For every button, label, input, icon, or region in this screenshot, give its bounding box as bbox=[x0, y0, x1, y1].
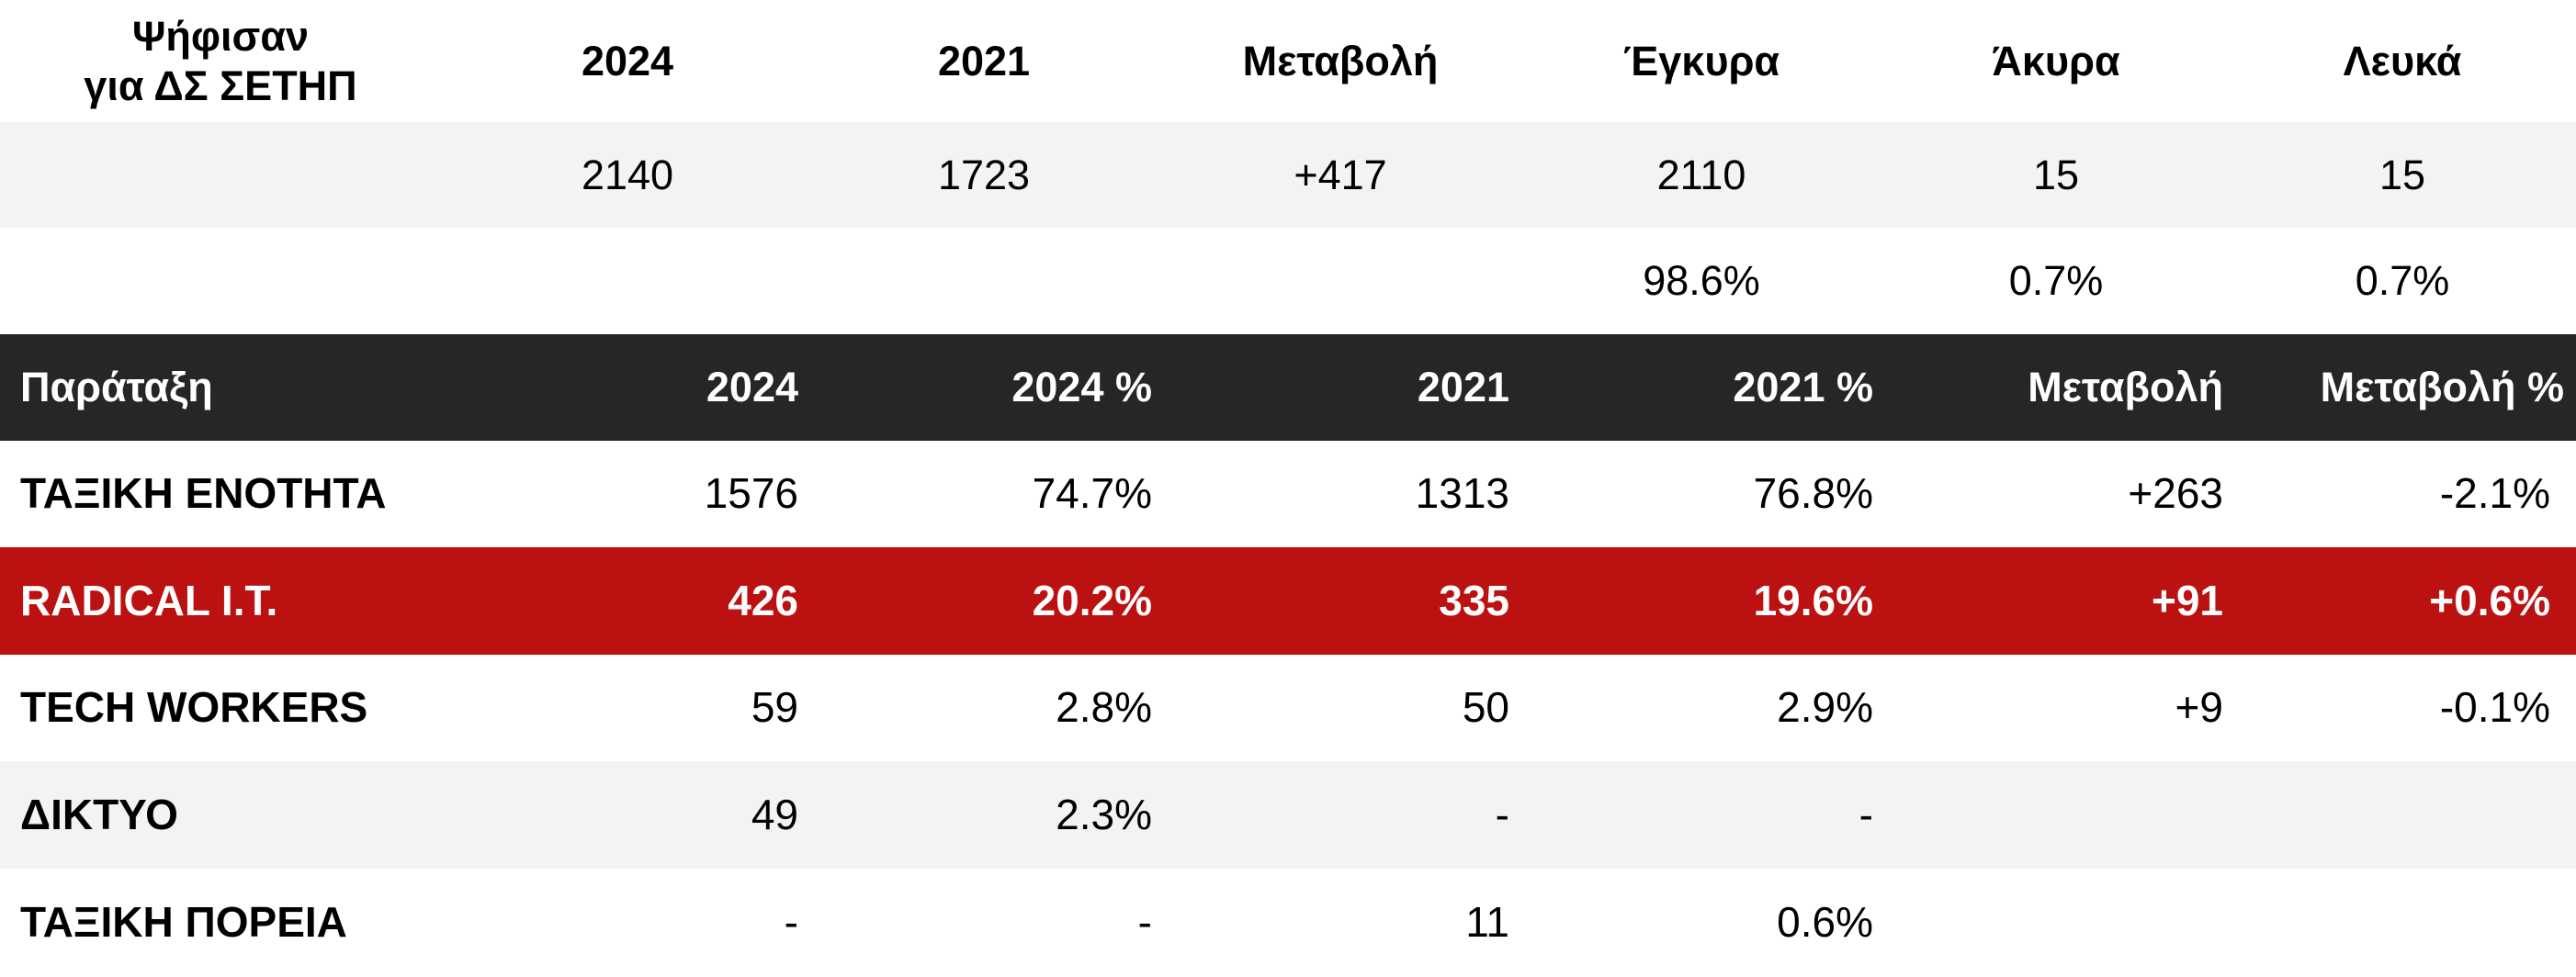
table-row: TECH WORKERS 59 2.8% 50 2.9% +9 -0.1% bbox=[0, 655, 2576, 761]
percent-change: -2.1% bbox=[2439, 469, 2550, 518]
table-row-highlighted: RADICAL I.T. 426 20.2% 335 19.6% +91 +0.… bbox=[0, 547, 2576, 655]
percent-2021: - bbox=[1859, 790, 1873, 838]
results-header-2024: 2024 bbox=[706, 364, 798, 410]
percent-change bbox=[2275, 869, 2550, 977]
percent-change bbox=[2275, 761, 2550, 869]
results-header-2021: 2021 bbox=[1417, 364, 1509, 410]
votes-2021: 50 bbox=[1462, 683, 1509, 732]
votes-2024: - bbox=[784, 898, 798, 947]
summary-header-2024: 2024 bbox=[581, 37, 674, 84]
votes-2024: 59 bbox=[751, 683, 798, 732]
percent-2021: 19.6% bbox=[1753, 576, 1873, 624]
summary-value-2024: 2140 bbox=[581, 151, 674, 198]
percent-2024: 20.2% bbox=[1032, 576, 1152, 624]
votes-2024: 426 bbox=[728, 576, 798, 624]
votes-2024: 49 bbox=[751, 790, 798, 838]
table-row: ΤΑΞΙΚΗ ΕΝΟΤΗΤΑ 1576 74.7% 1313 76.8% +26… bbox=[0, 441, 2576, 547]
summary-header-invalid: Άκυρα bbox=[1992, 37, 2120, 84]
percent-change: +0.6% bbox=[2429, 576, 2550, 624]
votes-2024: 1576 bbox=[704, 469, 798, 518]
votes-change: +263 bbox=[2128, 469, 2223, 518]
votes-change: +91 bbox=[2151, 576, 2223, 624]
summary-header-row: Ψήφισαν για ΔΣ ΣΕΤΗΠ 2024 2021 Μεταβολή … bbox=[0, 0, 2576, 122]
percent-2021: 76.8% bbox=[1753, 469, 1873, 518]
percent-change: -0.1% bbox=[2439, 683, 2550, 732]
summary-value-change: +417 bbox=[1294, 151, 1387, 198]
summary-percent-invalid: 0.7% bbox=[2008, 257, 2104, 304]
summary-values-row: 2140 1723 +417 2110 15 15 bbox=[0, 122, 2576, 228]
summary-percent-blank: 0.7% bbox=[2355, 257, 2450, 304]
summary-header-blank: Λευκά bbox=[2343, 37, 2462, 84]
summary-title-line2: για ΔΣ ΣΕΤΗΠ bbox=[84, 62, 357, 109]
votes-change: +9 bbox=[2175, 683, 2223, 732]
summary-value-valid: 2110 bbox=[1656, 151, 1746, 198]
table-row: ΤΑΞΙΚΗ ΠΟΡΕΙΑ - - 11 0.6% bbox=[0, 869, 2576, 977]
summary-value-invalid: 15 bbox=[2032, 151, 2080, 198]
percent-2024: - bbox=[1137, 898, 1152, 947]
results-header-row: Παράταξη 2024 2024 % 2021 2021 % Μεταβολ… bbox=[0, 334, 2576, 441]
results-header-party: Παράταξη bbox=[20, 364, 213, 410]
percent-2024: 2.3% bbox=[1056, 790, 1152, 838]
votes-2021: 335 bbox=[1439, 576, 1509, 624]
summary-title-line1: Ψήφισαν bbox=[131, 13, 310, 61]
party-name: TECH WORKERS bbox=[20, 683, 368, 732]
votes-2021: 11 bbox=[1465, 898, 1509, 947]
votes-2021: 1313 bbox=[1415, 469, 1509, 518]
votes-change bbox=[1948, 761, 2223, 869]
votes-change bbox=[1948, 869, 2223, 977]
summary-percent-valid: 98.6% bbox=[1643, 257, 1760, 304]
summary-value-blank: 15 bbox=[2378, 151, 2426, 198]
party-name: ΤΑΞΙΚΗ ΕΝΟΤΗΤΑ bbox=[20, 469, 387, 518]
votes-2021: - bbox=[1495, 790, 1509, 838]
results-header-2024-pct: 2024 % bbox=[1011, 364, 1152, 410]
party-name: RADICAL I.T. bbox=[20, 576, 278, 624]
table-row: ΔΙΚΤΥΟ 49 2.3% - - bbox=[0, 761, 2576, 869]
results-header-2021-pct: 2021 % bbox=[1733, 364, 1873, 410]
summary-header-valid: Έγκυρα bbox=[1622, 37, 1780, 84]
results-header-change: Μεταβολή bbox=[2028, 364, 2223, 410]
summary-header-2021: 2021 bbox=[937, 37, 1031, 84]
summary-header-change: Μεταβολή bbox=[1242, 37, 1439, 84]
percent-2021: 2.9% bbox=[1777, 683, 1873, 732]
percent-2024: 74.7% bbox=[1032, 469, 1152, 518]
percent-2024: 2.8% bbox=[1056, 683, 1152, 732]
party-name: ΤΑΞΙΚΗ ΠΟΡΕΙΑ bbox=[20, 898, 347, 947]
summary-percent-row: 98.6% 0.7% 0.7% bbox=[0, 228, 2576, 334]
percent-2021: 0.6% bbox=[1777, 898, 1873, 947]
results-header-change-pct: Μεταβολή % bbox=[2320, 364, 2564, 410]
summary-value-2021: 1723 bbox=[937, 151, 1031, 198]
party-name: ΔΙΚΤΥΟ bbox=[20, 790, 178, 838]
summary-title: Ψήφισαν για ΔΣ ΣΕΤΗΠ bbox=[28, 0, 413, 122]
